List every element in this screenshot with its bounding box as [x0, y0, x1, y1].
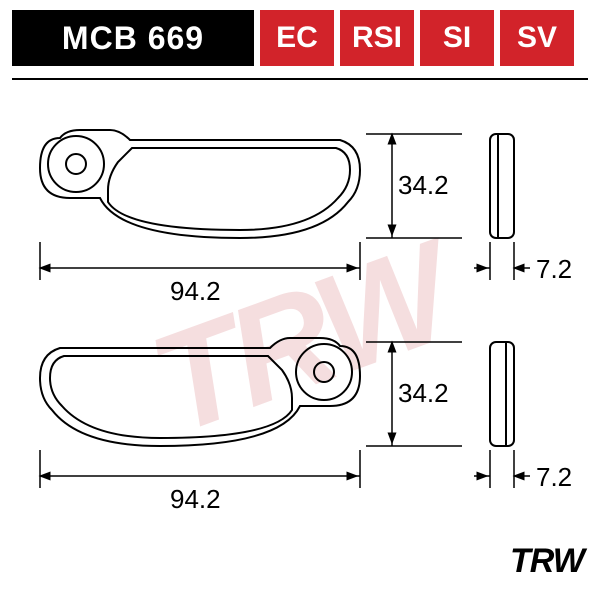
technical-diagram: TRW [0, 90, 600, 588]
pad2-height-label: 34.2 [398, 378, 449, 409]
divider-line [12, 78, 588, 80]
variant-tab-ec: EC [260, 10, 334, 66]
pad1-height-label: 34.2 [398, 170, 449, 201]
brand-logo: TRW [510, 542, 584, 581]
pad1-front [40, 130, 360, 238]
header-row: MCB 669 EC RSI SI SV [0, 0, 600, 66]
diagram-svg [0, 90, 600, 588]
pad1-side [490, 134, 514, 238]
pad2-thick-label: 7.2 [536, 462, 572, 493]
pad1-thick-label: 7.2 [536, 254, 572, 285]
variant-tab-si: SI [420, 10, 494, 66]
pad2-side [490, 342, 514, 446]
pad2-width-label: 94.2 [170, 484, 221, 515]
variant-tab-rsi: RSI [340, 10, 414, 66]
variant-tab-sv: SV [500, 10, 574, 66]
pad2-front [40, 338, 360, 446]
product-code-cell: MCB 669 [12, 10, 254, 66]
pad1-width-label: 94.2 [170, 276, 221, 307]
